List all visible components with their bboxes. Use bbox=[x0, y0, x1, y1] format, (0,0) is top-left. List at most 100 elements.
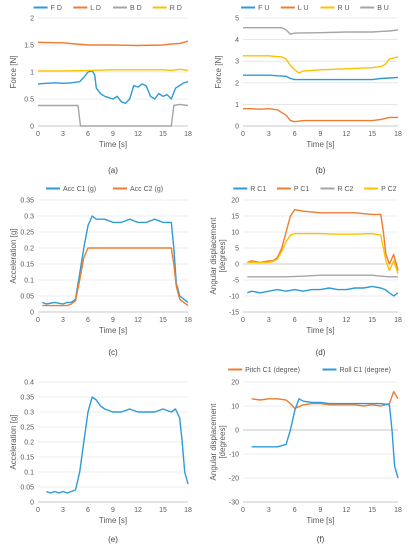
legend-label: L U bbox=[298, 5, 309, 12]
x-axis-label: Time [s] bbox=[306, 516, 334, 525]
legend-item: F U bbox=[241, 5, 269, 12]
x-tick-label: 15 bbox=[159, 317, 167, 324]
x-tick-label: 12 bbox=[134, 507, 142, 514]
y-axis-label: Force [N] bbox=[9, 56, 18, 89]
x-tick-label: 3 bbox=[61, 131, 65, 138]
x-tick-label: 3 bbox=[267, 317, 271, 324]
y-tick-label: -30 bbox=[229, 500, 239, 507]
x-tick-label: 6 bbox=[293, 507, 297, 514]
x-tick-label: 18 bbox=[394, 507, 402, 514]
y-tick-label: 0 bbox=[30, 310, 34, 317]
x-tick-label: 12 bbox=[342, 131, 350, 138]
legend-item: Pitch C1 (degree) bbox=[228, 367, 300, 374]
series-line-acc-c1-g bbox=[41, 215, 189, 305]
y-tick-label: 0.1 bbox=[24, 278, 34, 285]
x-tick-label: 3 bbox=[61, 317, 65, 324]
y-tick-label: 0.4 bbox=[24, 380, 34, 387]
x-tick-label: 6 bbox=[86, 131, 90, 138]
panel-caption: (f) bbox=[317, 535, 325, 544]
y-axis-label: Acceleration [g] bbox=[9, 228, 18, 283]
x-tick-label: 18 bbox=[394, 317, 402, 324]
y-tick-label: 0 bbox=[235, 262, 239, 269]
x-tick-label: 6 bbox=[86, 317, 90, 324]
x-tick-label: 0 bbox=[241, 131, 245, 138]
x-tick-label: 3 bbox=[267, 507, 271, 514]
y-tick-label: -20 bbox=[229, 476, 239, 483]
chart-c: 0 0.05 0.1 0.15 0.2 0.25 0.3 0.35 0 3 6 9 12 15 18 Time… bbox=[9, 186, 192, 357]
y-tick-label: -10 bbox=[229, 452, 239, 459]
y-tick-label: 5 bbox=[235, 16, 239, 23]
x-tick-label: 15 bbox=[159, 507, 167, 514]
x-tick-label: 12 bbox=[342, 317, 350, 324]
series-line-l-d bbox=[37, 40, 189, 47]
x-tick-label: 15 bbox=[368, 317, 376, 324]
x-tick-label: 0 bbox=[36, 317, 40, 324]
legend-item: L U bbox=[280, 5, 309, 12]
y-tick-label: 10 bbox=[231, 230, 239, 237]
x-tick-label: 15 bbox=[159, 131, 167, 138]
y-tick-label: 3 bbox=[235, 59, 239, 66]
x-axis-label: Time [s] bbox=[99, 140, 127, 149]
legend-item: Roll C1 (degree) bbox=[322, 367, 391, 374]
y-tick-label: 5 bbox=[235, 246, 239, 253]
panel-caption: (e) bbox=[108, 535, 118, 544]
legend-item: B U bbox=[360, 5, 389, 12]
y-tick-label: 1.5 bbox=[24, 43, 34, 50]
x-tick-label: 0 bbox=[36, 507, 40, 514]
legend-label: F U bbox=[258, 5, 269, 12]
x-axis-label: Time [s] bbox=[99, 516, 127, 525]
x-tick-label: 3 bbox=[267, 131, 271, 138]
y-tick-label: 10 bbox=[231, 404, 239, 411]
series-line-f-d bbox=[37, 70, 189, 105]
legend-item: P C2 bbox=[364, 186, 397, 193]
series-line-pitch-c1-degree bbox=[251, 390, 399, 410]
y-tick-label: 0.2 bbox=[24, 246, 34, 253]
legend-label: Pitch C1 (degree) bbox=[245, 367, 300, 374]
y-tick-label: 0.15 bbox=[20, 262, 34, 269]
series-line-r-d bbox=[38, 68, 189, 72]
panel-caption: (d) bbox=[316, 348, 326, 357]
series-line-series-0 bbox=[46, 396, 189, 494]
legend-label: P C2 bbox=[381, 186, 397, 193]
x-tick-label: 18 bbox=[184, 507, 192, 514]
x-axis-label: Time [s] bbox=[306, 326, 334, 335]
series-line-f-u bbox=[243, 74, 399, 81]
series-line-b-u bbox=[243, 27, 399, 35]
y-tick-label: 0 bbox=[30, 124, 34, 131]
y-tick-label: 0.3 bbox=[24, 410, 34, 417]
series-line-acc-c2-g bbox=[42, 247, 189, 307]
legend-label: F D bbox=[51, 5, 62, 12]
series-line-p-c2 bbox=[247, 232, 399, 274]
y-axis-label: Angular displacement[degrees] bbox=[209, 403, 227, 481]
y-tick-label: 4 bbox=[235, 37, 239, 44]
y-tick-label: 0.35 bbox=[20, 395, 34, 402]
y-tick-label: 2 bbox=[30, 16, 34, 23]
x-tick-label: 15 bbox=[368, 131, 376, 138]
y-axis-label: Acceleration [g] bbox=[9, 414, 18, 469]
legend-item: B D bbox=[113, 5, 142, 12]
x-axis-label: Time [s] bbox=[99, 326, 127, 335]
legend-label: P C1 bbox=[294, 186, 310, 193]
y-tick-label: 0.2 bbox=[24, 440, 34, 447]
x-tick-label: 12 bbox=[134, 131, 142, 138]
x-tick-label: 15 bbox=[368, 507, 376, 514]
panel-caption: (c) bbox=[108, 348, 118, 357]
series-line-p-c1 bbox=[247, 208, 399, 271]
y-tick-label: 1 bbox=[235, 102, 239, 109]
legend-label: B D bbox=[130, 5, 142, 12]
y-tick-label: 0.15 bbox=[20, 455, 34, 462]
x-tick-label: 9 bbox=[111, 507, 115, 514]
y-tick-label: -5 bbox=[233, 278, 239, 285]
series-line-r-u bbox=[243, 55, 399, 74]
legend-item: R C1 bbox=[233, 186, 266, 193]
y-tick-label: 0.25 bbox=[20, 425, 34, 432]
x-tick-label: 12 bbox=[342, 507, 350, 514]
y-tick-label: -15 bbox=[229, 310, 239, 317]
x-tick-label: 18 bbox=[394, 131, 402, 138]
x-tick-label: 0 bbox=[241, 317, 245, 324]
y-tick-label: 2 bbox=[235, 80, 239, 87]
legend-label: R U bbox=[338, 5, 350, 12]
legend-label: R C1 bbox=[250, 186, 266, 193]
legend-label: Roll C1 (degree) bbox=[339, 367, 390, 374]
y-tick-label: 0 bbox=[235, 428, 239, 435]
